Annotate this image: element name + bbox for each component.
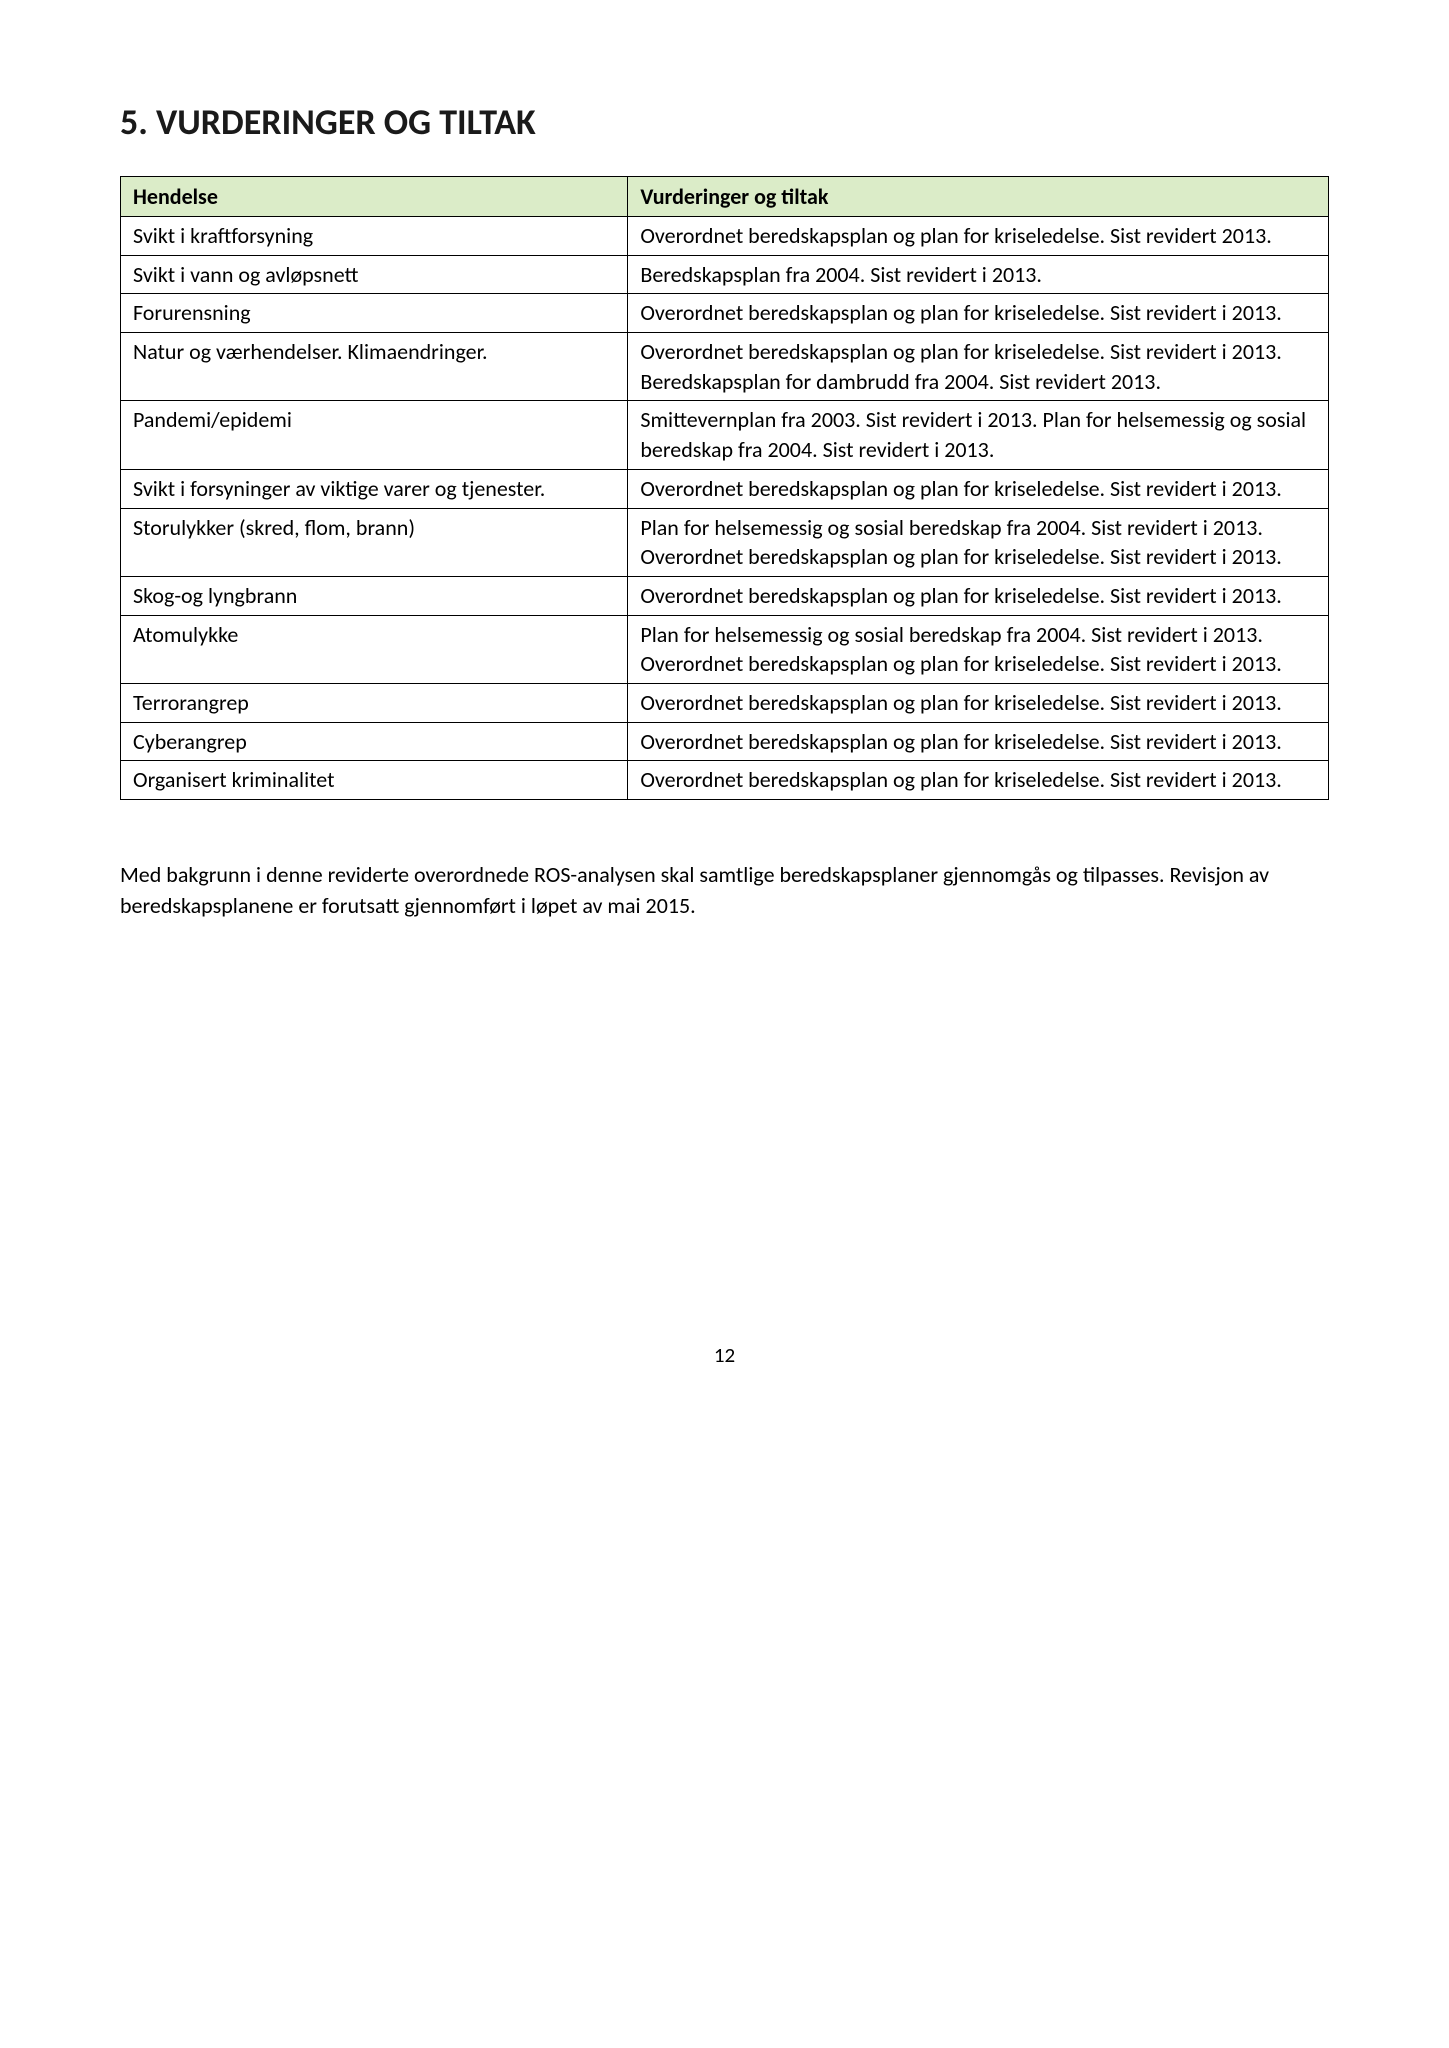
table-row: Pandemi/epidemi Smittevernplan fra 2003.… <box>121 401 1329 469</box>
table-row: Atomulykke Plan for helsemessig og sosia… <box>121 615 1329 683</box>
table-row: Cyberangrep Overordnet beredskapsplan og… <box>121 722 1329 761</box>
cell-hendelse: Storulykker (skred, flom, brann) <box>121 508 628 576</box>
cell-vurderinger: Plan for helsemessig og sosial beredskap… <box>628 508 1329 576</box>
cell-vurderinger: Beredskapsplan fra 2004. Sist revidert i… <box>628 255 1329 294</box>
table-row: Natur og værhendelser. Klimaendringer. O… <box>121 333 1329 401</box>
cell-vurderinger: Overordnet beredskapsplan og plan for kr… <box>628 217 1329 256</box>
cell-vurderinger: Smittevernplan fra 2003. Sist revidert i… <box>628 401 1329 469</box>
cell-vurderinger: Overordnet beredskapsplan og plan for kr… <box>628 576 1329 615</box>
table-row: Terrorangrep Overordnet beredskapsplan o… <box>121 683 1329 722</box>
table-row: Svikt i forsyninger av viktige varer og … <box>121 469 1329 508</box>
cell-hendelse: Svikt i kraftforsyning <box>121 217 628 256</box>
page-number: 12 <box>120 1342 1329 1368</box>
vurderinger-table: Hendelse Vurderinger og tiltak Svikt i k… <box>120 176 1329 800</box>
cell-vurderinger: Overordnet beredskapsplan og plan for kr… <box>628 333 1329 401</box>
table-row: Storulykker (skred, flom, brann) Plan fo… <box>121 508 1329 576</box>
col-header-vurderinger: Vurderinger og tiltak <box>628 177 1329 217</box>
table-header-row: Hendelse Vurderinger og tiltak <box>121 177 1329 217</box>
table-row: Svikt i vann og avløpsnett Beredskapspla… <box>121 255 1329 294</box>
cell-hendelse: Natur og værhendelser. Klimaendringer. <box>121 333 628 401</box>
cell-hendelse: Cyberangrep <box>121 722 628 761</box>
table-row: Forurensning Overordnet beredskapsplan o… <box>121 294 1329 333</box>
cell-hendelse: Organisert kriminalitet <box>121 761 628 800</box>
col-header-hendelse: Hendelse <box>121 177 628 217</box>
body-paragraph: Med bakgrunn i denne reviderte overordne… <box>120 860 1329 922</box>
cell-vurderinger: Overordnet beredskapsplan og plan for kr… <box>628 722 1329 761</box>
cell-hendelse: Svikt i forsyninger av viktige varer og … <box>121 469 628 508</box>
cell-hendelse: Skog-og lyngbrann <box>121 576 628 615</box>
cell-vurderinger: Overordnet beredskapsplan og plan for kr… <box>628 683 1329 722</box>
table-row: Organisert kriminalitet Overordnet bered… <box>121 761 1329 800</box>
table-row: Svikt i kraftforsyning Overordnet bereds… <box>121 217 1329 256</box>
cell-hendelse: Svikt i vann og avløpsnett <box>121 255 628 294</box>
cell-hendelse: Pandemi/epidemi <box>121 401 628 469</box>
section-title: 5. VURDERINGER OG TILTAK <box>120 100 1329 144</box>
cell-vurderinger: Overordnet beredskapsplan og plan for kr… <box>628 761 1329 800</box>
cell-vurderinger: Overordnet beredskapsplan og plan for kr… <box>628 294 1329 333</box>
cell-hendelse: Terrorangrep <box>121 683 628 722</box>
cell-hendelse: Atomulykke <box>121 615 628 683</box>
cell-vurderinger: Overordnet beredskapsplan og plan for kr… <box>628 469 1329 508</box>
cell-hendelse: Forurensning <box>121 294 628 333</box>
cell-vurderinger: Plan for helsemessig og sosial beredskap… <box>628 615 1329 683</box>
table-row: Skog-og lyngbrann Overordnet beredskapsp… <box>121 576 1329 615</box>
